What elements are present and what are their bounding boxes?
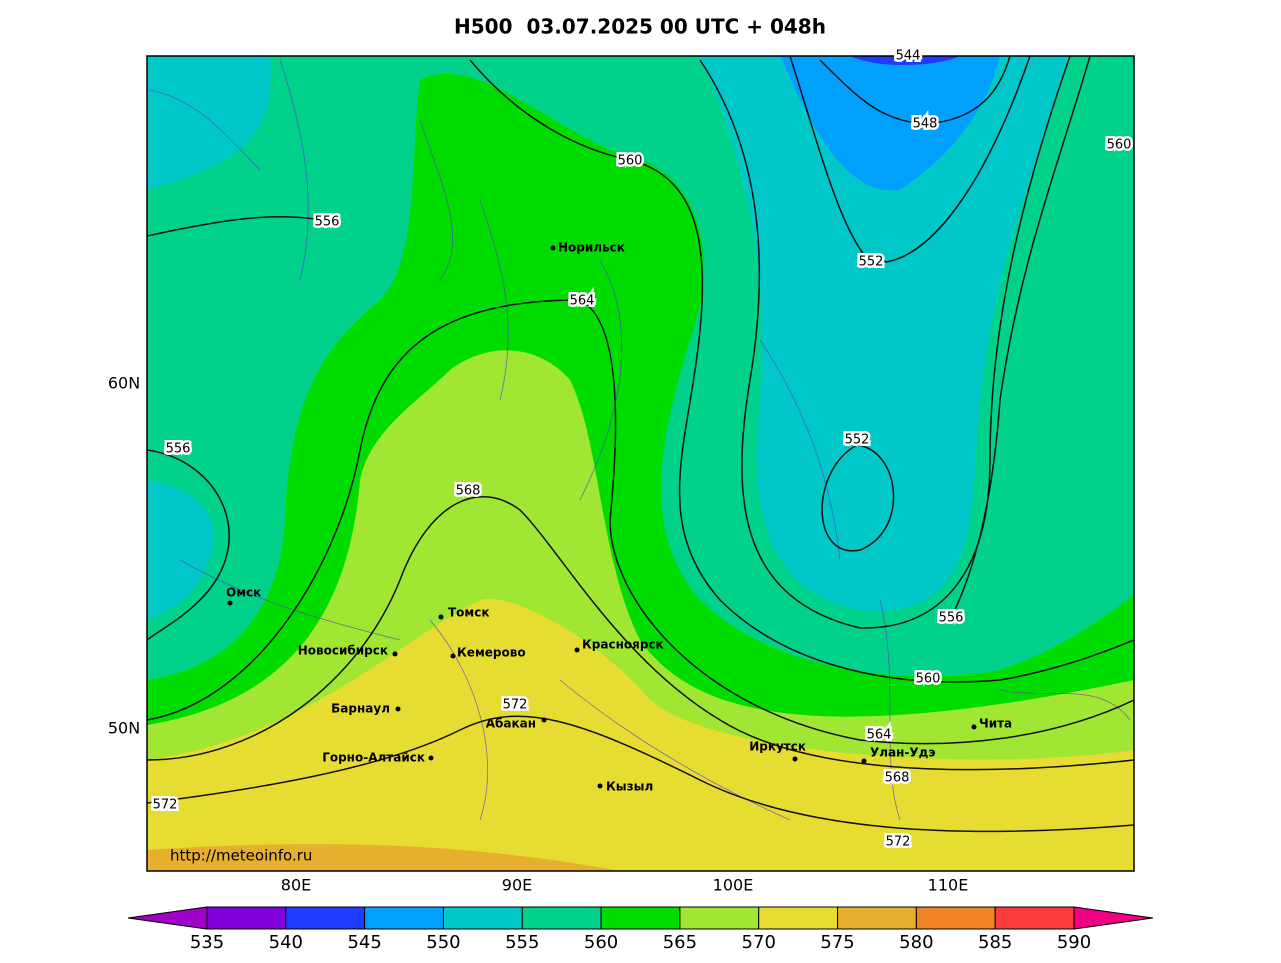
isoline-560-east bbox=[950, 56, 1091, 619]
colorbar-tick-label: 590 bbox=[1057, 932, 1091, 953]
colorbar-segment bbox=[285, 906, 366, 930]
contour-label: 572 bbox=[886, 835, 911, 850]
city-dot bbox=[428, 755, 434, 761]
contour-label: 560 bbox=[1107, 138, 1132, 153]
source-url: http://meteoinfo.ru bbox=[170, 847, 312, 865]
colorbar-segment bbox=[206, 906, 287, 930]
contour-label: 544 bbox=[896, 49, 921, 64]
colorbar-tick-label: 575 bbox=[820, 932, 854, 953]
map-frame bbox=[146, 55, 1135, 872]
isoline-560 bbox=[147, 59, 1134, 683]
city-label: Улан-Удэ bbox=[870, 746, 935, 760]
city-dot bbox=[395, 706, 401, 712]
city-dot bbox=[971, 724, 977, 730]
contour-label: 560 bbox=[916, 672, 941, 687]
isoline-572 bbox=[147, 715, 1134, 833]
longitude-label: 90E bbox=[502, 876, 532, 895]
map-area: http://meteoinfo.ru bbox=[147, 56, 1134, 871]
city-label: Кызыл bbox=[606, 780, 653, 794]
colorbar-tick-label: 565 bbox=[663, 932, 697, 953]
city-label: Абакан bbox=[486, 717, 536, 731]
colorbar-tick-label: 535 bbox=[190, 932, 224, 953]
field-545 bbox=[780, 56, 1000, 191]
colorbar-segment bbox=[915, 906, 996, 930]
colorbar-extend-low bbox=[127, 906, 208, 930]
contour-label: 552 bbox=[859, 255, 884, 270]
city-label: Норильск bbox=[558, 241, 625, 255]
colorbar-tick-label: 555 bbox=[505, 932, 539, 953]
title: H500 03.07.2025 00 UTC + 048h bbox=[454, 15, 826, 39]
colorbar-extend-high bbox=[1073, 906, 1154, 930]
isoline-548 bbox=[819, 56, 1011, 125]
city-label: Иркутск bbox=[749, 740, 806, 754]
colorbar-tick-label: 545 bbox=[347, 932, 381, 953]
contour-label: 556 bbox=[939, 611, 964, 626]
contour-label: 560 bbox=[618, 154, 643, 169]
colorbar-segment bbox=[837, 906, 917, 930]
colorbar-segment bbox=[994, 906, 1075, 930]
contour-label: 568 bbox=[456, 484, 481, 499]
contour-label: 552 bbox=[845, 433, 870, 448]
city-label: Барнаул bbox=[331, 702, 390, 716]
city-label: Чита bbox=[979, 717, 1012, 731]
city-label: Новосибирск bbox=[298, 644, 388, 658]
colorbar-segment bbox=[679, 906, 760, 930]
boundaries bbox=[149, 59, 1131, 821]
city-dot bbox=[861, 758, 867, 764]
colorbar-tick-label: 560 bbox=[584, 932, 618, 953]
city-dot bbox=[574, 647, 580, 653]
field-540 bbox=[850, 56, 960, 66]
city-dot bbox=[450, 653, 456, 659]
colorbar-tick-label: 550 bbox=[426, 932, 460, 953]
city-dot bbox=[438, 614, 444, 620]
colorbar-tick-label: 580 bbox=[899, 932, 933, 953]
contour-label: 572 bbox=[503, 698, 528, 713]
longitude-label: 100E bbox=[713, 876, 754, 895]
field-550 bbox=[700, 56, 1070, 612]
city-dot bbox=[597, 783, 603, 789]
colorbar-segment bbox=[364, 906, 444, 930]
contour-label: 568 bbox=[885, 771, 910, 786]
latitude-label: 60N bbox=[108, 374, 140, 393]
field-575 bbox=[147, 844, 620, 871]
contour-labels: 544 548 560 560 556 552 564 556 552 568 … bbox=[150, 46, 1134, 852]
isoline-568 bbox=[147, 496, 1134, 771]
city-label: Омск bbox=[226, 586, 261, 600]
city-label: Кемерово bbox=[457, 646, 526, 660]
isoline-552 bbox=[147, 56, 1031, 641]
colorbar-segment bbox=[521, 906, 602, 930]
city-dot bbox=[541, 717, 547, 723]
longitude-label: 80E bbox=[281, 876, 311, 895]
city-label: Томск bbox=[448, 606, 490, 620]
contour-label: 556 bbox=[315, 215, 340, 230]
contour-label: 556 bbox=[166, 442, 191, 457]
colorbar-segment bbox=[600, 906, 681, 930]
colorbar-tick-label: 585 bbox=[978, 932, 1012, 953]
axis-labels: 60N 50N 80E 90E 100E 110E bbox=[108, 374, 968, 895]
city-dot bbox=[792, 756, 798, 762]
city-dot bbox=[550, 245, 556, 251]
cities: Норильск Омск Томск Новосибирск Кемерово… bbox=[226, 241, 1012, 794]
isoline-564 bbox=[147, 299, 1134, 745]
contour-label: 564 bbox=[867, 728, 892, 743]
contour-label: 548 bbox=[913, 117, 938, 132]
city-dot bbox=[227, 600, 233, 606]
colorbar-tick-label: 540 bbox=[269, 932, 303, 953]
isoline-556 bbox=[699, 56, 1071, 629]
field-570 bbox=[147, 598, 1134, 871]
latitude-label: 50N bbox=[108, 719, 140, 738]
colorbar: 535 540 545 550 555 560 565 570 575 580 585 590 bbox=[127, 906, 1154, 953]
city-label: Красноярск bbox=[582, 638, 664, 652]
colorbar-segment bbox=[758, 906, 839, 930]
field-550 bbox=[147, 56, 271, 620]
city-label: Горно-Алтайск bbox=[322, 751, 425, 765]
city-dot bbox=[392, 651, 398, 657]
colorbar-segment bbox=[442, 906, 523, 930]
contour-label: 564 bbox=[570, 294, 595, 309]
longitude-label: 110E bbox=[928, 876, 969, 895]
contour-label: 572 bbox=[153, 798, 178, 813]
colorbar-tick-label: 570 bbox=[742, 932, 776, 953]
